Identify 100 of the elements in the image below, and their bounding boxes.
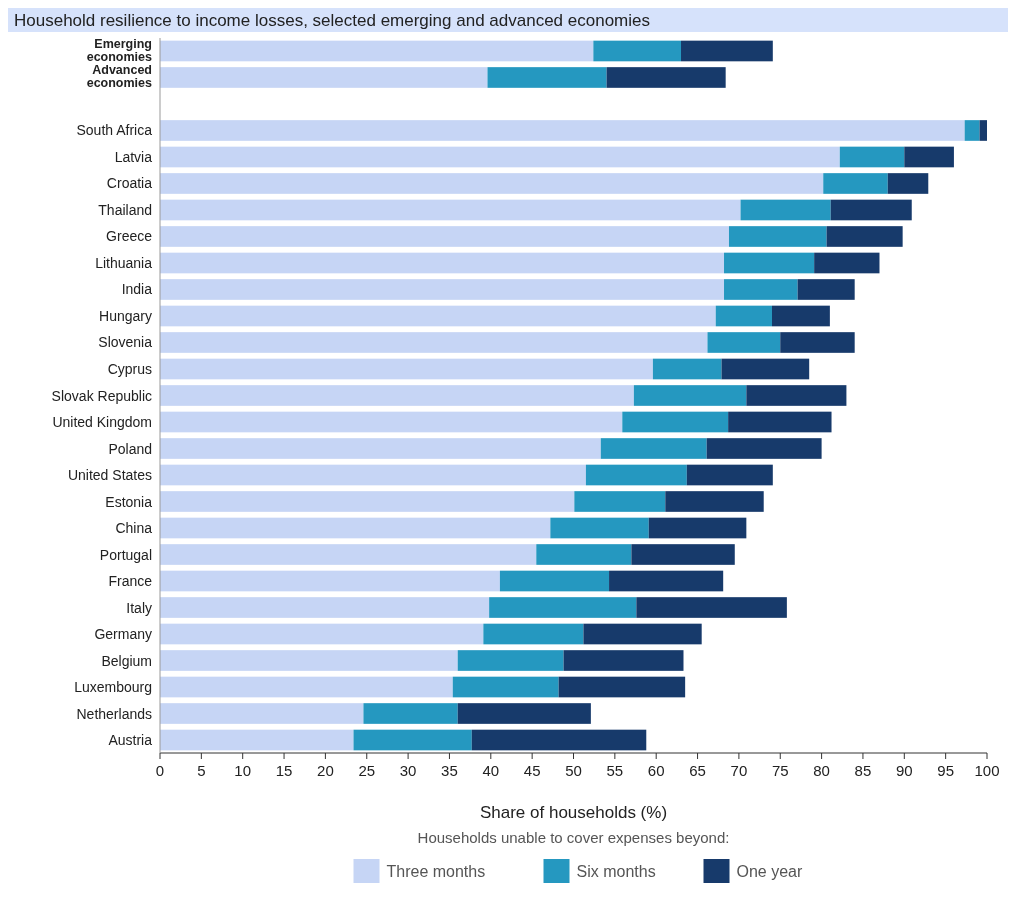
y-tick-label: Slovenia [98, 334, 153, 351]
x-tick-label: 80 [813, 762, 830, 779]
bar [489, 597, 637, 618]
x-tick-label: 50 [565, 762, 582, 779]
y-tick-label: Poland [108, 440, 152, 457]
x-tick-label: 85 [854, 762, 872, 779]
bar [457, 650, 564, 671]
x-tick-label: 60 [647, 762, 665, 779]
bar [160, 67, 488, 88]
bar [536, 544, 632, 565]
legend-label: Three months [386, 863, 486, 880]
bar [160, 226, 729, 247]
bar [353, 729, 472, 751]
x-tick-label: 75 [771, 762, 789, 779]
y-tick-label: China [115, 520, 153, 537]
y-tick-label: Emerging economies [86, 36, 153, 64]
bar [160, 146, 840, 168]
y-tick-label: Austria [108, 732, 153, 749]
bar [724, 252, 815, 274]
chart-title: Household resilience to income losses, selected emerging and advanced economies [14, 11, 650, 30]
bar [452, 676, 559, 698]
bar [665, 491, 764, 512]
bar [780, 332, 855, 353]
bar [839, 146, 905, 168]
bar [160, 199, 741, 221]
bar [160, 570, 500, 592]
x-tick-label: 100 [974, 762, 1000, 779]
bar [471, 729, 647, 751]
x-tick-label: 35 [441, 762, 458, 779]
x-tick-label: 90 [895, 762, 913, 779]
x-tick-label: 65 [689, 762, 706, 779]
bar [622, 411, 729, 433]
bar [771, 305, 830, 327]
bar [457, 703, 591, 724]
x-tick-label: 30 [399, 762, 417, 779]
y-tick-label: Thailand [98, 201, 152, 218]
bar [160, 411, 623, 433]
bar [715, 305, 772, 327]
y-tick-label: Cyprus [107, 361, 152, 377]
y-tick-label: Estonia [105, 493, 153, 510]
y-tick-label: Slovak Republic [51, 387, 152, 404]
bar [633, 385, 747, 406]
x-tick-label: 45 [523, 762, 541, 779]
y-tick-label: United Kingdom [52, 414, 152, 430]
bar [160, 650, 458, 671]
bar [160, 173, 824, 194]
x-tick-label: 5 [197, 762, 206, 779]
y-tick-label: Greece [106, 228, 153, 245]
bar [160, 252, 725, 274]
y-tick-label: Netherlands [76, 705, 152, 722]
x-tick-label: 40 [482, 762, 500, 779]
bar [600, 438, 707, 459]
bar [728, 411, 832, 433]
bar [631, 544, 735, 565]
bar [830, 199, 912, 221]
bar [160, 676, 453, 698]
x-tick-label: 20 [317, 762, 334, 779]
bar [797, 279, 855, 300]
y-tick-label: South Africa [76, 122, 153, 139]
legend-label: Six months [576, 863, 656, 880]
bar [160, 464, 586, 486]
bar [585, 464, 687, 486]
y-tick-label: Portugal [99, 546, 152, 563]
x-tick-label: 15 [275, 762, 293, 779]
bar [979, 120, 987, 141]
bar [707, 332, 781, 353]
bar [606, 67, 726, 88]
bar [487, 67, 607, 88]
bar [686, 464, 773, 486]
y-tick-label: Advanced economies [86, 63, 153, 91]
bar [652, 358, 722, 380]
bar [160, 120, 965, 141]
bar [483, 623, 584, 645]
bar [160, 279, 725, 300]
x-tick-label: 25 [358, 762, 376, 779]
bar [964, 120, 980, 141]
x-tick-label: 0 [155, 762, 165, 779]
bar [160, 597, 490, 618]
bar [160, 703, 364, 724]
bar [609, 570, 724, 592]
y-tick-label: Italy [126, 599, 152, 616]
bar [681, 40, 773, 62]
bar [887, 173, 929, 194]
bar [823, 173, 888, 194]
bar [706, 438, 822, 459]
bar [160, 40, 594, 62]
bar [160, 305, 716, 327]
bar [648, 517, 747, 539]
bar [636, 597, 787, 618]
bar [160, 729, 354, 751]
legend-title: Households unable to cover expenses beyond: [417, 829, 730, 846]
y-tick-label: India [121, 281, 153, 298]
bar [160, 623, 484, 645]
legend-label: One year [736, 863, 803, 880]
bar [160, 491, 575, 512]
bar [583, 623, 702, 645]
y-tick-label: Hungary [99, 308, 152, 324]
y-tick-label: Lithuania [95, 254, 153, 271]
y-tick-label: Croatia [106, 175, 153, 192]
y-tick-label: France [108, 573, 153, 590]
